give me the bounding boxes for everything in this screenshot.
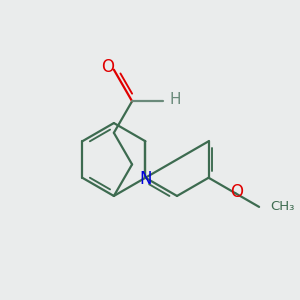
Text: N: N [139,170,152,188]
Text: O: O [101,58,114,76]
Text: H: H [169,92,181,107]
Text: O: O [230,183,244,201]
Text: CH₃: CH₃ [270,200,295,213]
